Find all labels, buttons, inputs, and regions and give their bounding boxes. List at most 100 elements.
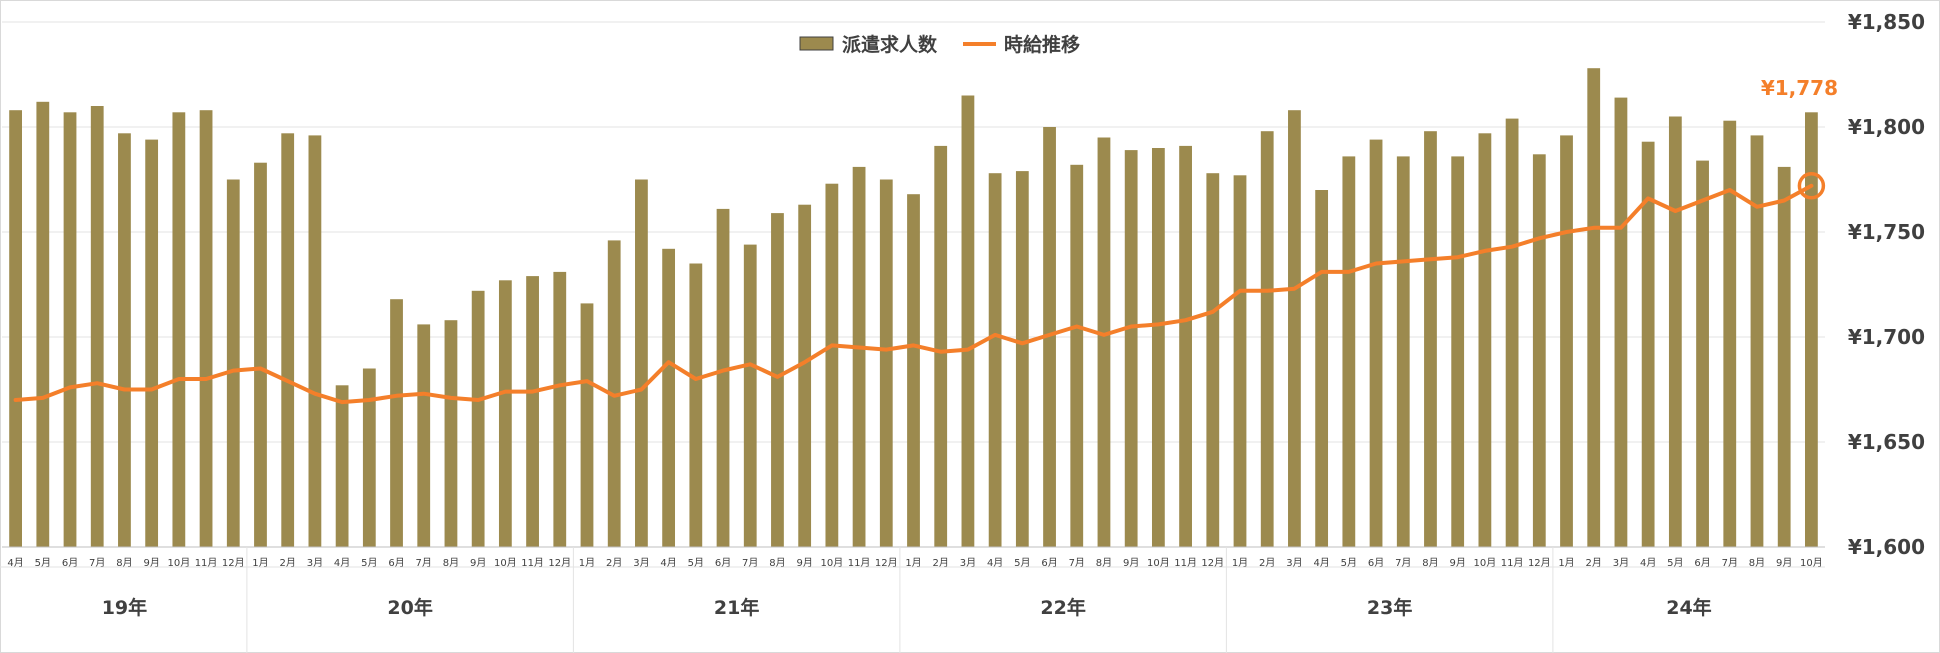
bar [1696, 160, 1709, 547]
month-tick-label: 11月 [521, 557, 544, 569]
bar [662, 248, 676, 548]
bar [988, 173, 1002, 547]
month-tick-label: 12月 [1528, 557, 1551, 569]
bar [1641, 141, 1655, 547]
axis-labels: ¥1,850 ¥1,800 ¥1,750 ¥1,700 ¥1,650 ¥1,600 4月 5月… [0, 10, 1925, 653]
month-tick-label: 4月 [1640, 557, 1656, 569]
month-tick-label: 10月 [494, 557, 517, 569]
bar [1070, 164, 1084, 548]
month-tick-label: 2月 [1586, 557, 1602, 569]
bar [90, 106, 104, 547]
year-label: 20年 [387, 596, 432, 619]
year-label: 22年 [1040, 596, 1085, 619]
month-tick-label: 5月 [1341, 557, 1357, 569]
bar [1505, 118, 1519, 547]
bar [635, 179, 648, 547]
y-tick-label: ¥1,600 [1848, 535, 1925, 559]
bar [1723, 120, 1737, 547]
month-tick-label: 2月 [606, 557, 622, 569]
bar [1668, 116, 1682, 547]
bar [1015, 171, 1029, 547]
month-tick-label: 7月 [89, 557, 105, 569]
month-tick-label: 6月 [388, 557, 404, 569]
bar [390, 299, 403, 547]
bar [1043, 127, 1056, 547]
month-tick-label: 3月 [633, 557, 649, 569]
bar [335, 385, 349, 547]
month-tick-label: 3月 [1613, 557, 1629, 569]
month-tick-label: 1月 [252, 557, 268, 569]
bar [879, 179, 893, 547]
bar [1124, 150, 1138, 547]
month-tick-label: 1月 [1558, 557, 1574, 569]
bar [716, 208, 730, 547]
month-tick-label: 1月 [1232, 557, 1248, 569]
month-tick-label: 9月 [1776, 557, 1792, 569]
month-tick-label: 12月 [222, 557, 245, 569]
month-tick-label: 5月 [1014, 557, 1030, 569]
bar [1315, 190, 1329, 547]
month-tick-label: 6月 [1694, 557, 1710, 569]
bar [172, 112, 186, 548]
bar [498, 280, 512, 547]
bar [1179, 145, 1192, 547]
y-tick-label: ¥1,850 [1848, 10, 1925, 34]
month-tick-label: 10月 [1147, 557, 1170, 569]
bar [1614, 97, 1628, 547]
bar [743, 244, 757, 547]
month-tick-label: 4月 [7, 557, 23, 569]
month-tick-label: 5月 [361, 557, 377, 569]
bar [226, 179, 240, 547]
month-tick-label: 3月 [307, 557, 323, 569]
bar [1451, 156, 1465, 547]
bar [1478, 133, 1492, 548]
y-tick-label: ¥1,700 [1848, 325, 1925, 349]
month-tick-label: 9月 [1123, 557, 1139, 569]
bar [308, 135, 322, 547]
bar [362, 368, 376, 547]
month-tick-label: 9月 [796, 557, 812, 569]
bar [444, 320, 458, 547]
last-value-callout: ¥1,778 [1761, 76, 1838, 100]
y-tick-label: ¥1,800 [1848, 115, 1925, 139]
bar [1151, 148, 1165, 547]
month-tick-label: 1月 [905, 557, 921, 569]
month-tick-label: 9月 [1449, 557, 1465, 569]
month-tick-label: 11月 [1501, 557, 1524, 569]
bar [1750, 135, 1764, 547]
wage-line [13, 183, 1814, 405]
month-tick-label: 7月 [742, 557, 758, 569]
bar [1233, 175, 1247, 548]
month-tick-label: 12月 [548, 557, 571, 569]
month-tick-label: 2月 [1259, 557, 1275, 569]
month-tick-label: 6月 [1368, 557, 1384, 569]
bar [580, 303, 594, 547]
y-tick-label: ¥1,750 [1848, 220, 1925, 244]
bar [961, 95, 975, 547]
month-tick-label: 4月 [1313, 557, 1329, 569]
bar [852, 166, 866, 547]
month-tick-label: 6月 [62, 557, 78, 569]
month-tick-label: 8月 [1749, 557, 1765, 569]
month-tick-label: 12月 [875, 557, 898, 569]
month-tick-label: 4月 [987, 557, 1003, 569]
bar [199, 110, 213, 547]
bar [798, 204, 812, 547]
month-tick-label: 2月 [933, 557, 949, 569]
month-tick-label: 4月 [334, 557, 350, 569]
bar-series [9, 68, 1818, 548]
legend-label-line: 時給推移 [1004, 33, 1080, 56]
month-tick-label: 1月 [579, 557, 595, 569]
bar [1587, 68, 1601, 547]
month-tick-label: 5月 [35, 557, 51, 569]
last-point-marker [1797, 172, 1826, 200]
bar [526, 276, 539, 547]
bar [1206, 173, 1220, 547]
month-tick-label: 8月 [116, 557, 132, 569]
month-tick-label: 7月 [416, 557, 432, 569]
year-label: 19年 [102, 596, 147, 619]
month-tick-label: 9月 [143, 557, 159, 569]
month-tick-label: 6月 [1041, 557, 1057, 569]
bar [1396, 156, 1410, 547]
month-tick-label: 2月 [280, 557, 296, 569]
